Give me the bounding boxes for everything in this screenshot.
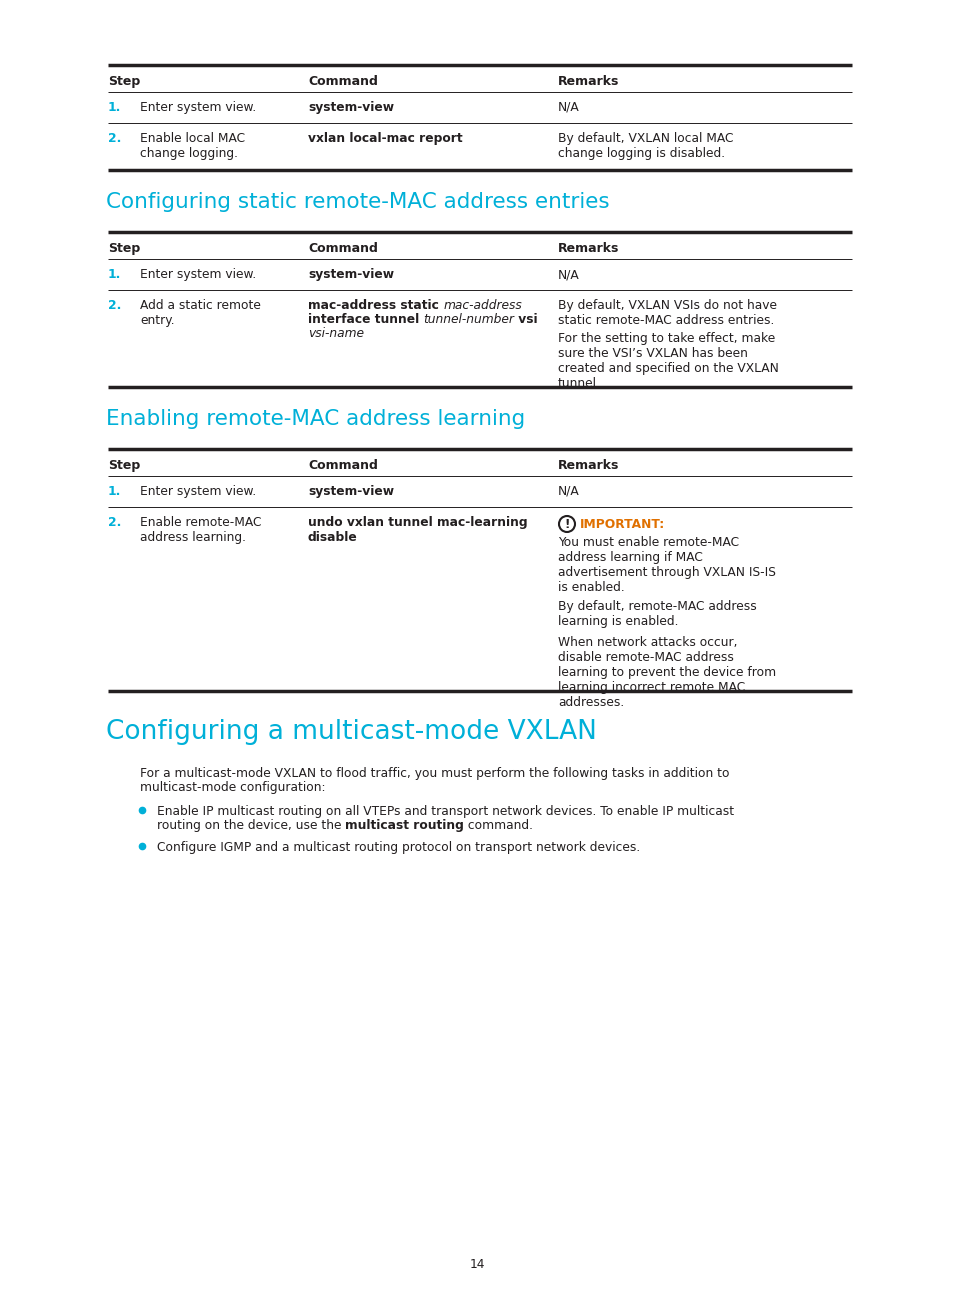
- Text: system-view: system-view: [308, 268, 394, 281]
- Text: Remarks: Remarks: [558, 75, 618, 88]
- Text: 2.: 2.: [108, 516, 121, 529]
- Text: vsi-name: vsi-name: [308, 327, 364, 340]
- Text: By default, remote-MAC address
learning is enabled.: By default, remote-MAC address learning …: [558, 600, 756, 629]
- Text: N/A: N/A: [558, 485, 579, 498]
- Text: By default, VXLAN VSIs do not have
static remote-MAC address entries.: By default, VXLAN VSIs do not have stati…: [558, 299, 776, 327]
- Text: mac-address static: mac-address static: [308, 299, 442, 312]
- Text: command.: command.: [464, 819, 533, 832]
- Text: Step: Step: [108, 75, 140, 88]
- Text: tunnel-number: tunnel-number: [423, 314, 514, 327]
- Text: Enter system view.: Enter system view.: [140, 485, 256, 498]
- Text: Remarks: Remarks: [558, 459, 618, 472]
- Text: N/A: N/A: [558, 101, 579, 114]
- Text: You must enable remote-MAC
address learning if MAC
advertisement through VXLAN I: You must enable remote-MAC address learn…: [558, 537, 775, 594]
- Text: 2.: 2.: [108, 299, 121, 312]
- Text: Remarks: Remarks: [558, 242, 618, 255]
- Text: Command: Command: [308, 242, 377, 255]
- Text: When network attacks occur,
disable remote-MAC address
learning to prevent the d: When network attacks occur, disable remo…: [558, 636, 776, 709]
- Text: system-view: system-view: [308, 101, 394, 114]
- Text: undo vxlan tunnel mac-learning
disable: undo vxlan tunnel mac-learning disable: [308, 516, 527, 544]
- Text: Enabling remote-MAC address learning: Enabling remote-MAC address learning: [106, 410, 525, 429]
- Text: multicast-mode configuration:: multicast-mode configuration:: [140, 781, 325, 794]
- Text: 14: 14: [469, 1258, 484, 1271]
- Text: vsi: vsi: [514, 314, 537, 327]
- Text: Configuring a multicast-mode VXLAN: Configuring a multicast-mode VXLAN: [106, 719, 597, 745]
- Text: Command: Command: [308, 75, 377, 88]
- Text: Enable local MAC
change logging.: Enable local MAC change logging.: [140, 132, 245, 159]
- Text: N/A: N/A: [558, 268, 579, 281]
- Text: Step: Step: [108, 242, 140, 255]
- Text: routing on the device, use the: routing on the device, use the: [157, 819, 345, 832]
- Text: For the setting to take effect, make
sure the VSI’s VXLAN has been
created and s: For the setting to take effect, make sur…: [558, 332, 778, 390]
- Text: interface tunnel: interface tunnel: [308, 314, 423, 327]
- Text: system-view: system-view: [308, 485, 394, 498]
- Text: vxlan local-mac report: vxlan local-mac report: [308, 132, 462, 145]
- Text: multicast routing: multicast routing: [345, 819, 464, 832]
- Text: Configuring static remote-MAC address entries: Configuring static remote-MAC address en…: [106, 192, 609, 213]
- Text: mac-address: mac-address: [442, 299, 521, 312]
- Text: 1.: 1.: [108, 101, 121, 114]
- Text: 1.: 1.: [108, 485, 121, 498]
- Text: For a multicast-mode VXLAN to flood traffic, you must perform the following task: For a multicast-mode VXLAN to flood traf…: [140, 767, 729, 780]
- Text: Add a static remote
entry.: Add a static remote entry.: [140, 299, 260, 327]
- Text: Enter system view.: Enter system view.: [140, 101, 256, 114]
- Text: Enable remote-MAC
address learning.: Enable remote-MAC address learning.: [140, 516, 261, 544]
- Text: Configure IGMP and a multicast routing protocol on transport network devices.: Configure IGMP and a multicast routing p…: [157, 841, 639, 854]
- Text: By default, VXLAN local MAC
change logging is disabled.: By default, VXLAN local MAC change loggi…: [558, 132, 733, 159]
- Text: Step: Step: [108, 459, 140, 472]
- Text: Enter system view.: Enter system view.: [140, 268, 256, 281]
- Text: 2.: 2.: [108, 132, 121, 145]
- Text: Command: Command: [308, 459, 377, 472]
- Text: 1.: 1.: [108, 268, 121, 281]
- Text: !: !: [564, 517, 569, 530]
- Text: Enable IP multicast routing on all VTEPs and transport network devices. To enabl: Enable IP multicast routing on all VTEPs…: [157, 805, 734, 818]
- Text: IMPORTANT:: IMPORTANT:: [579, 518, 664, 531]
